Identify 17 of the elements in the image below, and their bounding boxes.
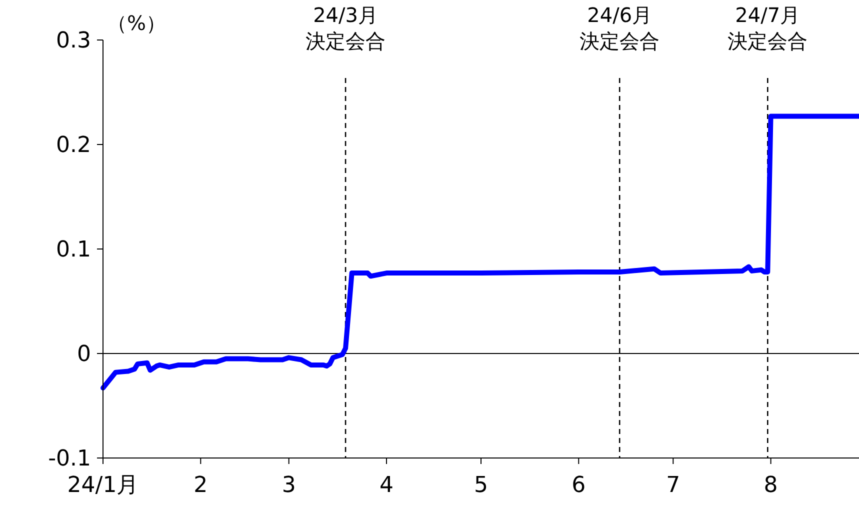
ref-line-label: 24/6月決定会合	[578, 2, 661, 54]
x-tick-label: 7	[666, 473, 680, 498]
x-tick-label: 5	[474, 473, 488, 498]
ref-line-label: 24/7月決定会合	[726, 2, 809, 54]
y-tick-label: 0.3	[56, 28, 91, 54]
y-tick-label: 0.2	[56, 133, 91, 158]
x-tick-label: 6	[572, 473, 586, 498]
x-tick-label: 2	[194, 473, 208, 498]
y-tick-label: -0.1	[48, 446, 91, 472]
y-tick-label: 0	[77, 342, 91, 368]
y-tick-label: 0.1	[56, 238, 91, 263]
y-axis-title: （%）	[107, 11, 166, 35]
x-tick-label: 4	[380, 473, 394, 498]
x-tick-label: 3	[282, 473, 296, 498]
x-tick-label: 24/1月	[67, 473, 139, 498]
ref-line-label: 24/3月決定会合	[304, 2, 387, 54]
x-tick-label: 8	[764, 473, 778, 498]
